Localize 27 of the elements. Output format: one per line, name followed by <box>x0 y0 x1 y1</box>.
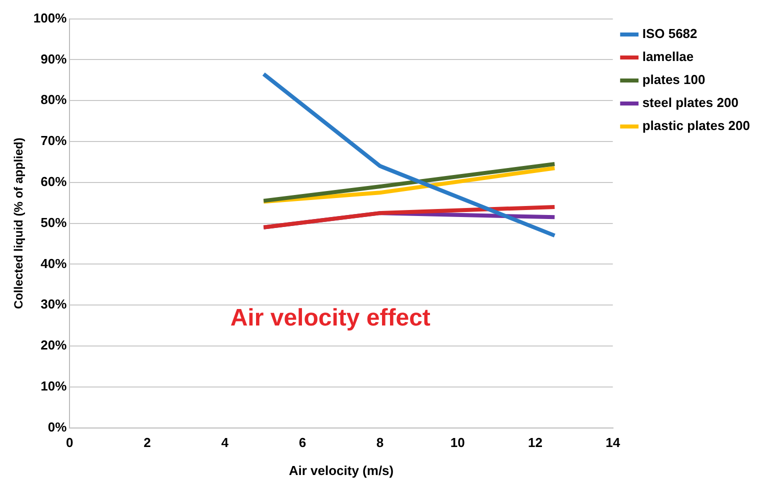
legend-label: ISO 5682 <box>642 26 698 42</box>
y-tick-label: 20% <box>40 338 68 353</box>
y-tick-label: 10% <box>40 378 68 394</box>
legend-label: plastic plates 200 <box>642 118 750 134</box>
x-tick-label: 6 <box>298 435 306 450</box>
y-tick-label: 100% <box>33 10 68 26</box>
y-tick-label: 80% <box>40 92 68 108</box>
annotation: Air velocity effect <box>230 304 430 332</box>
y-tick-label: 50% <box>40 214 68 230</box>
legend-label: steel plates 200 <box>642 95 738 110</box>
y-tick-label: 40% <box>40 256 68 271</box>
x-tick-label: 12 <box>528 435 542 450</box>
x-tick-label: 10 <box>450 435 465 450</box>
y-tick-label: 90% <box>40 51 68 66</box>
x-tick-label: 0 <box>66 435 74 450</box>
y-tick-label: 70% <box>40 133 68 148</box>
y-tick-label: 60% <box>40 174 68 189</box>
legend-label: lamellae <box>642 49 694 64</box>
x-axis-title: Air velocity (m/s) <box>288 462 394 478</box>
x-tick-label: 14 <box>606 435 621 450</box>
x-tick-label: 4 <box>221 435 230 450</box>
legend-label: plates 100 <box>642 72 706 88</box>
x-tick-label: 8 <box>376 435 384 450</box>
y-tick-label: 0% <box>48 419 68 434</box>
y-tick-label: 30% <box>40 296 68 312</box>
x-tick-label: 2 <box>144 435 151 450</box>
y-axis-title: Collected liquid (% of applied) <box>12 138 26 309</box>
